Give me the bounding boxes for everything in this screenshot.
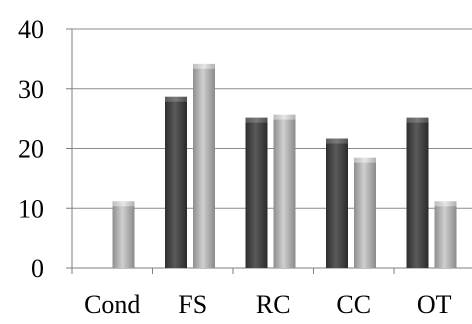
bar-ot-series-2 xyxy=(434,201,457,268)
bar-cap xyxy=(245,117,268,123)
bar-body xyxy=(273,115,296,268)
bar-body xyxy=(326,139,348,268)
bar-fs-series-2 xyxy=(193,63,215,268)
y-tick-labels: 0 10 20 30 40 xyxy=(18,15,44,283)
x-tick-label: FS xyxy=(178,290,207,319)
bar-cap xyxy=(434,201,457,207)
bar-cap xyxy=(193,63,215,69)
bar-body xyxy=(434,202,457,268)
bar-rc-series-2 xyxy=(273,114,296,268)
bar-cc-series-2 xyxy=(354,157,376,268)
x-tick-labels: Cond FS RC CC OT xyxy=(84,290,452,319)
bar-cap xyxy=(273,114,296,120)
bar-rc-series-1 xyxy=(245,117,268,268)
bar-body xyxy=(245,118,268,268)
y-tick-label: 0 xyxy=(31,254,44,283)
bar-body xyxy=(354,158,376,268)
bar-ot-series-1 xyxy=(406,117,429,268)
bar-fs-series-1 xyxy=(165,96,187,269)
bars xyxy=(112,63,457,269)
x-tick-label: RC xyxy=(256,290,291,319)
gridlines xyxy=(72,28,472,209)
bar-cap xyxy=(326,138,348,144)
bar-cap xyxy=(112,201,135,207)
x-tick-label: CC xyxy=(336,290,371,319)
y-tick-label: 40 xyxy=(18,15,44,44)
bar-cap xyxy=(406,117,429,123)
x-tick-label: OT xyxy=(417,290,452,319)
x-tick-label: Cond xyxy=(84,290,140,319)
bar-body xyxy=(112,202,135,268)
bar-cond-series-2 xyxy=(112,201,135,268)
y-tick-label: 30 xyxy=(18,75,44,104)
bar-cc-series-1 xyxy=(326,138,348,268)
y-tick-label: 20 xyxy=(18,135,44,164)
bar-body xyxy=(406,118,429,268)
y-tick-label: 10 xyxy=(18,194,44,223)
bar-body xyxy=(193,64,215,268)
axes xyxy=(66,28,472,274)
bar-body xyxy=(165,97,187,269)
bar-cap xyxy=(165,96,187,102)
bar-cap xyxy=(354,157,376,163)
